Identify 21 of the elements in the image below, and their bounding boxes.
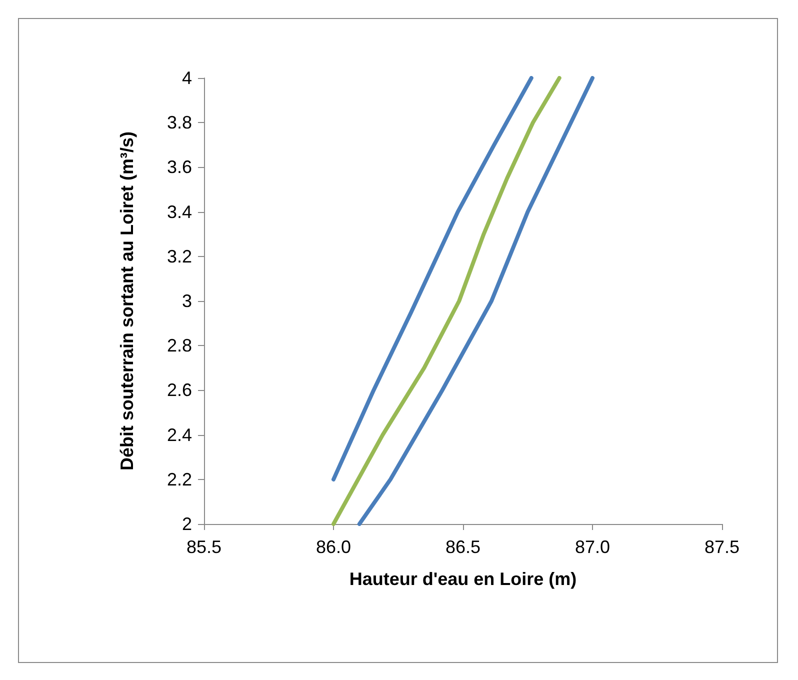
x-tick-label: 87.5 <box>704 537 740 557</box>
line-series <box>332 76 534 482</box>
x-axis-title: Hauteur d'eau en Loire (m) <box>349 569 577 589</box>
y-tick-label: 2.6 <box>166 380 192 400</box>
x-tick-label: 86.0 <box>316 537 352 557</box>
y-tick-label: 3 <box>182 291 192 311</box>
y-tick-label: 2.4 <box>166 424 192 445</box>
y-tick-label: 4 <box>182 68 192 88</box>
line-series <box>332 76 562 526</box>
y-tick-label: 3.4 <box>166 202 192 222</box>
x-tick-label: 86.5 <box>445 537 481 557</box>
y-axis-title: Débit souterrain sortant au Loiret (m³/s) <box>117 131 137 471</box>
y-tick-label: 2 <box>182 514 192 534</box>
y-tick-label: 3.6 <box>166 157 192 178</box>
x-tick-label: 85.5 <box>186 537 222 557</box>
y-tick-label: 3.2 <box>166 246 192 266</box>
y-tick-label: 2.2 <box>166 469 192 490</box>
y-tick-label: 2.8 <box>166 336 192 356</box>
x-tick-label: 87.0 <box>574 537 610 557</box>
y-tick-label: 3.8 <box>166 112 192 133</box>
line-series <box>357 76 594 526</box>
